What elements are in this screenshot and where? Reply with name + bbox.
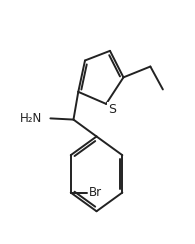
Text: Br: Br [89, 186, 102, 199]
Text: H₂N: H₂N [20, 112, 42, 125]
Text: S: S [108, 103, 116, 116]
